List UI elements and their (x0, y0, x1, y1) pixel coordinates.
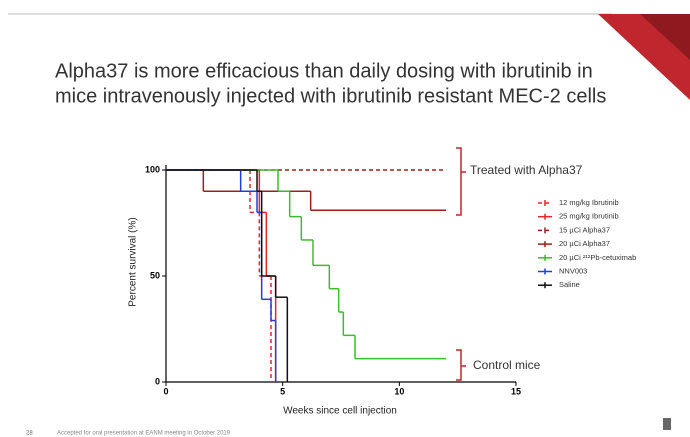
annotation: Treated with Alpha37 (470, 163, 583, 177)
logo (663, 418, 671, 430)
x-axis-label: Weeks since cell injection (283, 406, 397, 417)
page-number: 28 (26, 431, 33, 437)
bracket (456, 147, 466, 216)
y-axis-label: Percent survival (%) (128, 217, 139, 306)
y-tick-label: 100 (145, 164, 160, 174)
corner-decoration (640, 14, 690, 60)
x-tick-label: 5 (280, 386, 285, 396)
x-tick-label: 15 (511, 386, 521, 396)
y-tick-label: 50 (150, 270, 160, 280)
x-tick-label: 0 (163, 386, 168, 396)
bracket (456, 349, 466, 381)
legend-label: 25 mg/kg Ibrutinib (559, 212, 619, 221)
legend-label: NNV003 (559, 266, 587, 275)
legend-label: 12 mg/kg Ibrutinib (559, 198, 619, 207)
legend-label: 20 µCi Alpha37 (559, 239, 610, 248)
legend-label: Saline (559, 280, 580, 289)
title: Alpha37 is more efficacious than daily d… (55, 60, 593, 82)
footer-note: Accepted for oral presentation at EANM m… (57, 431, 231, 437)
x-tick-label: 10 (394, 386, 404, 396)
annotation: Control mice (473, 358, 541, 372)
legend-label: 15 µCi Alpha37 (559, 225, 610, 234)
y-tick-label: 0 (155, 376, 160, 386)
legend-label: 20 µCi ²¹²Pb-cetuximab (559, 253, 636, 262)
title: mice intravenously injected with ibrutin… (55, 85, 606, 107)
